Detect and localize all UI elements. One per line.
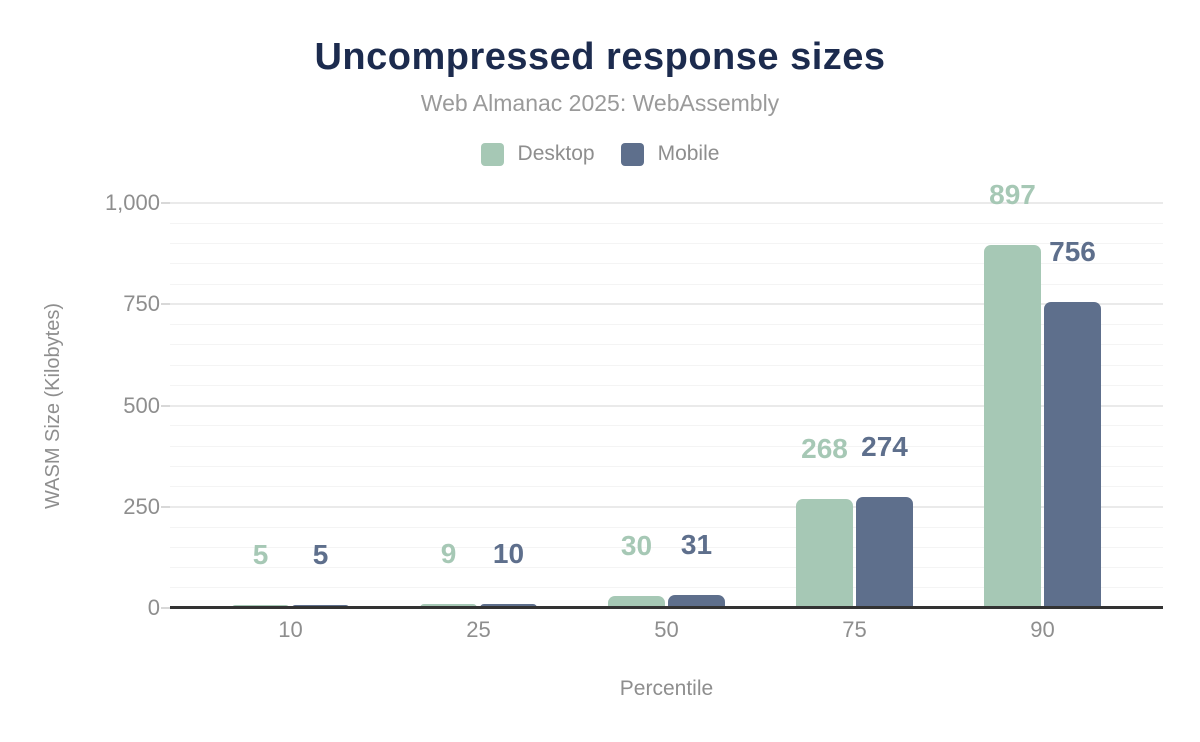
minor-gridline xyxy=(170,465,1163,467)
minor-gridline xyxy=(170,344,1163,346)
minor-gridline xyxy=(170,384,1163,386)
minor-gridline xyxy=(170,283,1163,285)
value-label-desktop-p25: 9 xyxy=(440,538,457,570)
value-label-mobile-p90: 756 xyxy=(1049,235,1096,267)
y-tick-mark xyxy=(161,202,170,204)
x-axis-line xyxy=(170,606,1163,609)
minor-gridline xyxy=(170,567,1163,568)
y-tick-mark xyxy=(161,404,170,407)
bar-desktop-p90[interactable] xyxy=(984,244,1041,608)
minor-gridline xyxy=(170,222,1163,224)
bar-mobile-p50[interactable] xyxy=(668,595,725,608)
legend-swatch-desktop xyxy=(480,142,504,166)
x-tick-label-75: 75 xyxy=(842,617,867,642)
bar-mobile-p25[interactable] xyxy=(480,603,537,608)
plot-area: 5 5 9 10 30 31 268 274 897 756 xyxy=(170,180,1163,609)
legend-item-mobile[interactable]: Mobile xyxy=(620,142,720,166)
legend-swatch-mobile xyxy=(620,142,644,166)
major-gridline xyxy=(170,202,1163,204)
minor-gridline xyxy=(170,243,1163,244)
major-gridline xyxy=(170,303,1163,306)
chart-subtitle: Web Almanac 2025: WebAssembly xyxy=(420,90,780,116)
legend-label: Mobile xyxy=(657,142,720,165)
minor-gridline xyxy=(170,587,1163,589)
minor-gridline xyxy=(170,263,1163,265)
x-axis-title: Percentile xyxy=(619,677,714,700)
y-tick-label: 250 xyxy=(123,493,160,519)
legend-item-desktop[interactable]: Desktop xyxy=(480,142,595,166)
y-tick-label: 750 xyxy=(123,291,160,317)
major-gridline xyxy=(170,505,1163,508)
value-label-desktop-p75: 268 xyxy=(801,433,848,465)
legend-label: Desktop xyxy=(517,142,595,165)
y-tick-mark xyxy=(161,505,170,508)
y-tick-mark xyxy=(161,303,170,306)
minor-gridline xyxy=(170,445,1163,447)
bar-mobile-p90[interactable] xyxy=(1044,301,1101,608)
value-label-mobile-p50: 31 xyxy=(680,529,713,561)
y-tick-label: 0 xyxy=(147,595,160,620)
bar-desktop-p75[interactable] xyxy=(796,499,853,608)
x-tick-label-90: 90 xyxy=(1030,617,1055,642)
bar-mobile-p75[interactable] xyxy=(856,497,913,608)
value-label-desktop-p50: 30 xyxy=(620,529,653,561)
minor-gridline xyxy=(170,425,1163,427)
y-tick-label: 1,000 xyxy=(104,190,160,215)
chart-title: Uncompressed response sizes xyxy=(314,36,886,78)
legend: Desktop Mobile xyxy=(0,142,1200,166)
value-label-mobile-p75: 274 xyxy=(861,431,908,463)
value-label-mobile-p10: 5 xyxy=(312,539,329,570)
bar-desktop-p50[interactable] xyxy=(608,595,665,608)
major-gridline xyxy=(170,404,1163,407)
y-tick-label: 500 xyxy=(123,392,160,418)
y-tick-mark xyxy=(161,607,170,609)
minor-gridline xyxy=(170,486,1163,487)
value-label-desktop-p10: 5 xyxy=(252,539,269,570)
x-tick-label-25: 25 xyxy=(466,617,491,642)
minor-gridline xyxy=(170,526,1163,528)
x-tick-label-10: 10 xyxy=(278,617,303,642)
value-label-mobile-p25: 10 xyxy=(492,537,525,569)
minor-gridline xyxy=(170,364,1163,366)
minor-gridline xyxy=(170,324,1163,325)
x-tick-label-50: 50 xyxy=(654,617,679,642)
y-axis-title: WASM Size (Kilobytes) xyxy=(42,303,64,509)
minor-gridline xyxy=(170,546,1163,548)
value-label-desktop-p90: 897 xyxy=(989,178,1036,210)
